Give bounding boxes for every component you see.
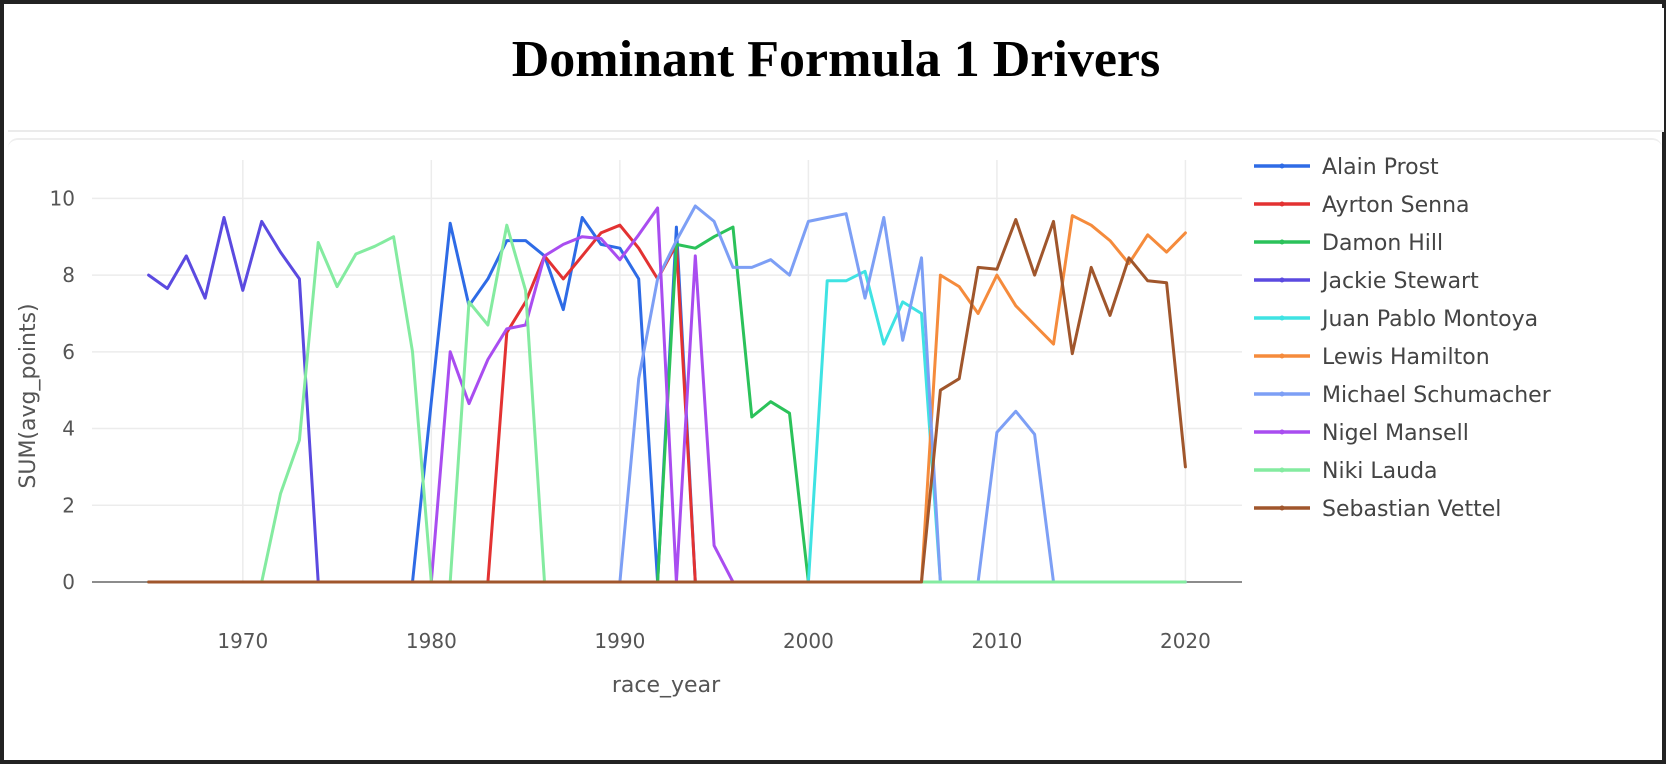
- legend-item[interactable]: Juan Pablo Montoya: [1254, 307, 1538, 332]
- legend-label: Damon Hill: [1322, 231, 1443, 256]
- y-tick-label: 8: [62, 263, 75, 287]
- axes: 1970 1980 1990 2000 2010 2020 0 2 4 6 8 10: [50, 186, 1242, 653]
- legend-marker: [1279, 505, 1285, 511]
- x-axis-title: race_year: [612, 673, 721, 698]
- series-line-sebastian-vettel[interactable]: [147, 218, 1187, 584]
- legend-label: Ayrton Senna: [1322, 193, 1470, 218]
- series-lines: [147, 204, 1187, 584]
- legend-item[interactable]: Michael Schumacher: [1254, 383, 1552, 408]
- y-axis-title: SUM(avg_points): [16, 303, 41, 488]
- y-tick-label: 4: [62, 417, 75, 441]
- legend-marker: [1279, 353, 1285, 359]
- legend-label: Lewis Hamilton: [1322, 345, 1490, 370]
- legend-label: Alain Prost: [1322, 155, 1439, 180]
- legend-item[interactable]: Lewis Hamilton: [1254, 345, 1490, 370]
- legend-item[interactable]: Jackie Stewart: [1254, 269, 1479, 294]
- y-tick-label: 10: [50, 186, 75, 210]
- legend-marker: [1279, 163, 1285, 169]
- legend-label: Jackie Stewart: [1320, 269, 1479, 294]
- legend-label: Michael Schumacher: [1322, 383, 1552, 408]
- legend-label: Niki Lauda: [1322, 459, 1438, 484]
- legend-marker: [1279, 429, 1285, 435]
- legend-item[interactable]: Alain Prost: [1254, 155, 1439, 180]
- x-tick-label: 2010: [971, 629, 1022, 653]
- page-title: Dominant Formula 1 Drivers: [511, 31, 1161, 88]
- x-tick-label: 2020: [1160, 629, 1211, 653]
- legend-item[interactable]: Niki Lauda: [1254, 459, 1438, 484]
- legend-label: Juan Pablo Montoya: [1320, 307, 1538, 332]
- header: Dominant Formula 1 Drivers: [8, 8, 1664, 132]
- y-tick-label: 2: [62, 493, 75, 517]
- x-tick-label: 1990: [594, 629, 645, 653]
- legend-item[interactable]: Sebastian Vettel: [1254, 497, 1501, 522]
- legend-marker: [1279, 467, 1285, 473]
- y-tick-label: 0: [62, 570, 75, 594]
- legend-marker: [1279, 315, 1285, 321]
- legend-item[interactable]: Nigel Mansell: [1254, 421, 1469, 446]
- legend-marker: [1279, 391, 1285, 397]
- legend-item[interactable]: Damon Hill: [1254, 231, 1443, 256]
- legend-item[interactable]: Ayrton Senna: [1254, 193, 1470, 218]
- legend-label: Sebastian Vettel: [1322, 497, 1501, 522]
- legend-marker: [1279, 277, 1285, 283]
- chart-panel: [8, 138, 1662, 756]
- x-tick-label: 2000: [783, 629, 834, 653]
- x-tick-label: 1970: [217, 629, 268, 653]
- legend-marker: [1279, 239, 1285, 245]
- x-tick-label: 1980: [406, 629, 457, 653]
- legend: Alain Prost Ayrton Senna Damon Hill Jackie …: [1254, 155, 1552, 522]
- legend-marker: [1279, 201, 1285, 207]
- legend-label: Nigel Mansell: [1322, 421, 1469, 446]
- y-tick-label: 6: [62, 340, 75, 364]
